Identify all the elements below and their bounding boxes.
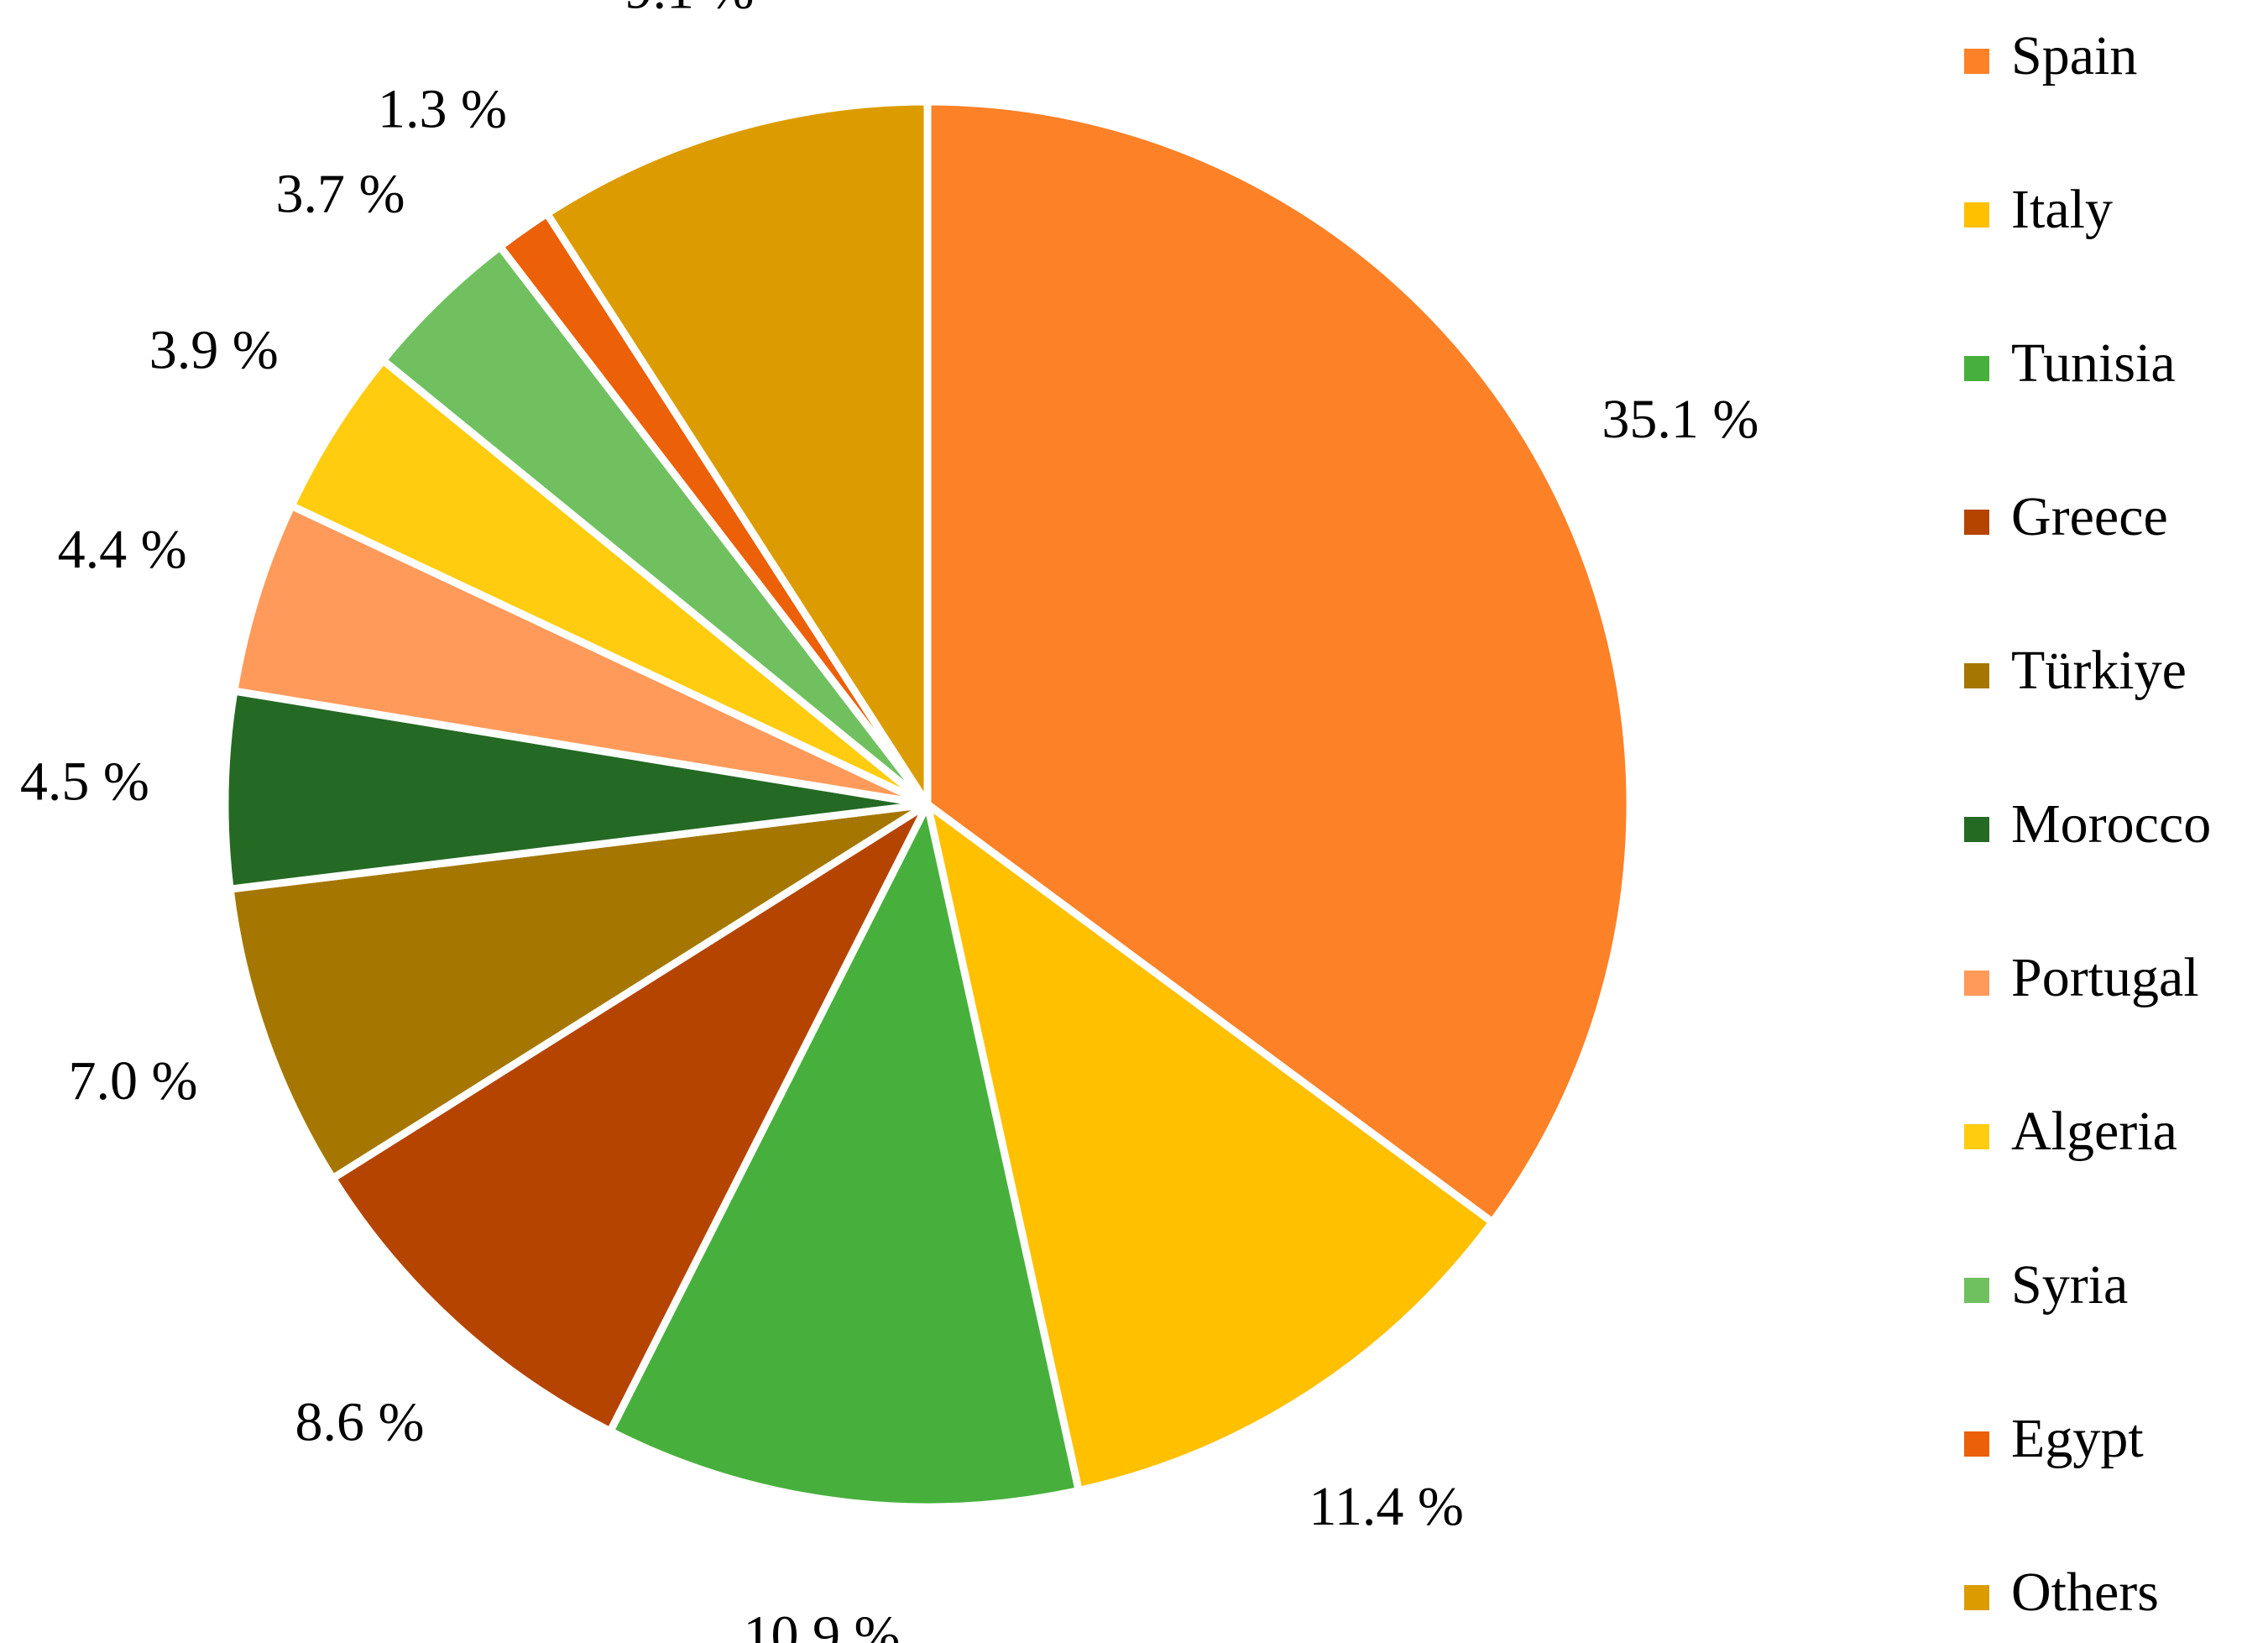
legend-swatch: [1964, 1124, 1989, 1149]
pie-slice: [230, 501, 932, 808]
legend-label: Italy: [2011, 179, 2113, 240]
data-label: 8.6 %: [295, 1392, 424, 1453]
legend-label: Algeria: [2011, 1101, 2177, 1162]
legend-label: Spain: [2011, 25, 2137, 86]
legend-swatch: [1964, 49, 1989, 74]
pie-slice: [543, 97, 932, 808]
legend-label: Tunisia: [2011, 332, 2176, 394]
legend-label: Syria: [2011, 1254, 2128, 1316]
legend-swatch: [1964, 663, 1989, 688]
legend-swatch: [1964, 1431, 1989, 1457]
data-label: 10.9 %: [743, 1605, 900, 1643]
data-label: 7.0 %: [69, 1050, 198, 1112]
pie-slice: [226, 800, 932, 1183]
data-label: 9.1 %: [624, 0, 754, 21]
pie-slice: [606, 800, 1083, 1511]
legend-swatch: [1964, 817, 1989, 842]
pie-slice: [923, 800, 1497, 1494]
pie-slice: [221, 687, 932, 893]
data-label: 1.3 %: [378, 79, 507, 140]
legend-swatch: [1964, 1585, 1989, 1610]
legend-swatch: [1964, 1278, 1989, 1303]
legend-label: Others: [2011, 1562, 2159, 1623]
data-label: 4.5 %: [20, 751, 149, 813]
data-label: 3.9 %: [149, 319, 279, 380]
data-label: 35.1 %: [1602, 389, 1758, 450]
pie-slice: [923, 97, 1634, 1227]
legend-swatch: [1964, 510, 1989, 535]
legend-swatch: [1964, 202, 1989, 228]
legend-swatch: [1964, 971, 1989, 996]
legend-label: Türkiye: [2011, 640, 2187, 701]
legend-label: Portugal: [2011, 947, 2199, 1008]
legend-label: Morocco: [2011, 793, 2211, 855]
data-label: 3.7 %: [275, 163, 405, 224]
data-label: 4.4 %: [58, 519, 187, 580]
legend-label: Greece: [2011, 486, 2168, 547]
legend-label: Egypt: [2011, 1408, 2144, 1469]
legend-swatch: [1964, 356, 1989, 381]
data-label: 11.4 %: [1309, 1476, 1464, 1537]
pie-slice: [328, 800, 932, 1436]
